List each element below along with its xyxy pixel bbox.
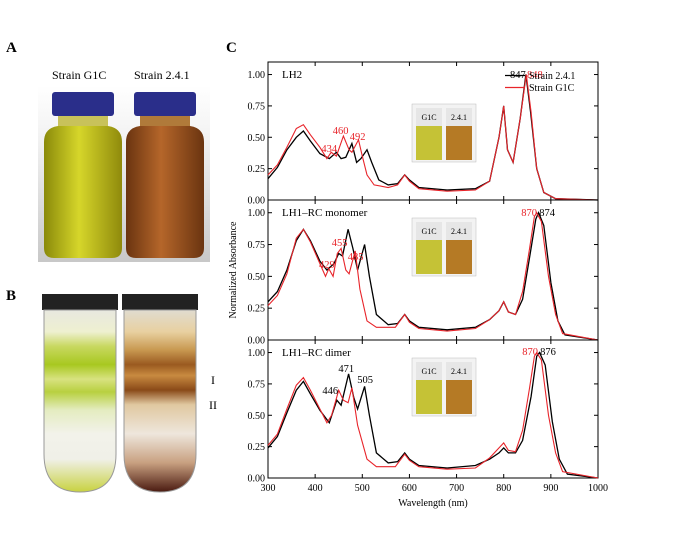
subplot-frame-3 bbox=[267, 339, 599, 479]
x-tick-label: 1000 bbox=[588, 483, 608, 494]
y-tick-label: 0.50 bbox=[248, 411, 266, 422]
y-tick-label: 0.00 bbox=[248, 196, 266, 207]
inset-cap-g1c bbox=[416, 362, 442, 380]
inset-tube-g1c bbox=[416, 380, 442, 414]
x-tick-label: 600 bbox=[402, 483, 417, 494]
series-line-strain-2-4-1 bbox=[267, 351, 599, 479]
peak-label-black: 505 bbox=[357, 375, 373, 386]
peak-label-red: 848 bbox=[527, 70, 543, 81]
y-axis-label: Normalized Absorbance bbox=[228, 221, 239, 318]
band-label-ii: II bbox=[209, 398, 217, 412]
y-tick-label: 0.75 bbox=[248, 101, 266, 112]
subplot-title-2: LH1–RC monomer bbox=[282, 207, 368, 219]
inset-cap-241 bbox=[446, 362, 472, 380]
peak-label-black: 446 bbox=[322, 386, 338, 397]
band-label-i: I bbox=[211, 373, 215, 387]
peak-label-red: 492 bbox=[350, 132, 366, 143]
peak-label-red: 485 bbox=[348, 252, 364, 263]
x-axis-label: Wavelength (nm) bbox=[398, 498, 467, 509]
y-tick-label: 0.50 bbox=[248, 133, 266, 144]
tubes-illustration bbox=[38, 294, 210, 494]
x-tick-label: 500 bbox=[355, 483, 370, 494]
y-tick-label: 0.75 bbox=[248, 240, 266, 251]
peak-label-red: 870 bbox=[522, 347, 538, 358]
peak-label-black: 876 bbox=[540, 347, 556, 358]
y-tick-label: 0.25 bbox=[248, 304, 266, 315]
inset-tube-g1c bbox=[416, 240, 442, 274]
y-tick-label: 1.00 bbox=[248, 348, 266, 359]
y-tick-label: 1.00 bbox=[248, 208, 266, 219]
bottles-illustration bbox=[38, 86, 210, 262]
inset-cap-g1c bbox=[416, 108, 442, 126]
x-tick-label: 900 bbox=[543, 483, 558, 494]
legend-entry: Strain G1C bbox=[529, 83, 575, 94]
x-tick-label: 400 bbox=[308, 483, 323, 494]
inset-label-241: 2.4.1 bbox=[451, 113, 467, 122]
panel-letter-a: A bbox=[6, 40, 17, 56]
subplot-title-1: LH2 bbox=[282, 69, 302, 81]
x-tick-label: 700 bbox=[449, 483, 464, 494]
x-tick-label: 800 bbox=[496, 483, 511, 494]
peak-label-black: 471 bbox=[338, 364, 354, 375]
y-tick-label: 0.00 bbox=[248, 336, 266, 347]
panel-letter-c: C bbox=[226, 40, 237, 56]
panel-letter-b: B bbox=[6, 288, 17, 304]
tube-241 bbox=[123, 309, 197, 493]
inset-label-241: 2.4.1 bbox=[451, 367, 467, 376]
inset-tube-241 bbox=[446, 240, 472, 274]
peak-label-red: 870 bbox=[521, 208, 537, 219]
subplot-title-3: LH1–RC dimer bbox=[282, 347, 351, 359]
inset-label-g1c: G1C bbox=[421, 227, 436, 236]
inset-label-g1c: G1C bbox=[421, 113, 436, 122]
y-tick-label: 0.75 bbox=[248, 379, 266, 390]
y-tick-label: 0.25 bbox=[248, 164, 266, 175]
inset-cap-g1c bbox=[416, 222, 442, 240]
strain-label-241: Strain 2.4.1 bbox=[134, 68, 190, 82]
inset-tube-241 bbox=[446, 380, 472, 414]
inset-label-241: 2.4.1 bbox=[451, 227, 467, 236]
series-line-strain-g1c bbox=[267, 211, 599, 341]
series-line-strain-g1c bbox=[267, 74, 599, 201]
photo-sucrose-gradient-tubes bbox=[38, 294, 210, 494]
cap-left bbox=[52, 92, 114, 116]
peak-label-black: 874 bbox=[539, 208, 556, 219]
peak-label-red: 429 bbox=[319, 260, 335, 271]
inset-label-g1c: G1C bbox=[421, 367, 436, 376]
x-tick-label: 300 bbox=[261, 483, 276, 494]
y-tick-label: 0.00 bbox=[248, 474, 266, 485]
y-tick-label: 0.50 bbox=[248, 272, 266, 283]
inset-cap-241 bbox=[446, 108, 472, 126]
inset-tube-241 bbox=[446, 126, 472, 160]
photo-culture-bottles: Strain G1C Strain 2.4.1 bbox=[38, 62, 210, 262]
peak-label-red: 455 bbox=[332, 238, 348, 249]
inset-tube-g1c bbox=[416, 126, 442, 160]
legend-entry: Strain 2.4.1 bbox=[529, 71, 575, 82]
inset-cap-241 bbox=[446, 222, 472, 240]
cap-right bbox=[134, 92, 196, 116]
series-line-strain-g1c bbox=[267, 351, 599, 479]
peak-label-red: 460 bbox=[333, 126, 349, 137]
tube-g1c bbox=[43, 309, 117, 493]
strain-label-g1c: Strain G1C bbox=[52, 68, 107, 82]
peak-label-red: 434 bbox=[321, 144, 338, 155]
y-tick-label: 1.00 bbox=[248, 70, 266, 81]
y-tick-label: 0.25 bbox=[248, 442, 266, 453]
